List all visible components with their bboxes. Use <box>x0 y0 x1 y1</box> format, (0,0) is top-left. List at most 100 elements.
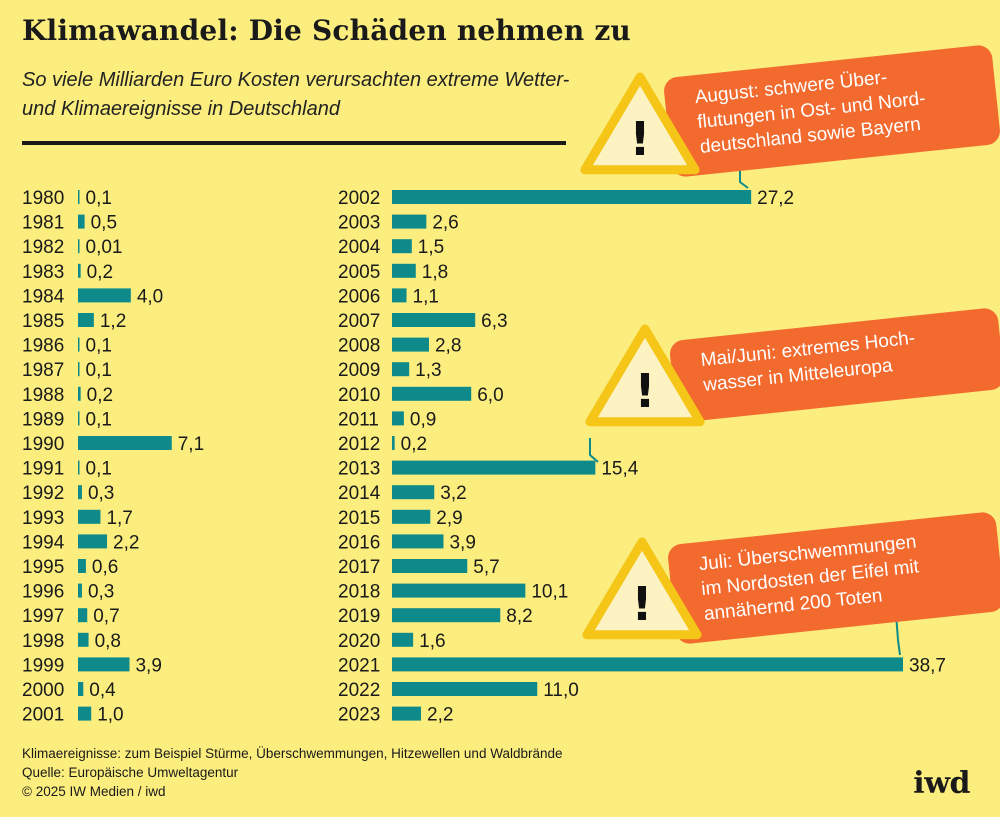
year-label: 1991 <box>22 459 64 480</box>
callout-box <box>668 512 1000 644</box>
bar-2012 <box>392 436 395 450</box>
bar-2009 <box>392 362 410 377</box>
bar-1991 <box>78 460 80 475</box>
value-label: 0,2 <box>87 385 113 406</box>
year-label: 2008 <box>338 336 380 357</box>
bar-1985 <box>78 313 94 327</box>
value-label: 0,9 <box>410 409 436 430</box>
bar-2020 <box>392 632 414 647</box>
year-label: 2018 <box>338 582 380 603</box>
bar-1988 <box>78 386 81 401</box>
value-label: 1,6 <box>419 631 445 652</box>
bar-2011 <box>392 411 404 426</box>
year-label: 1999 <box>22 655 64 676</box>
value-label: 1,0 <box>97 705 123 726</box>
value-label: 0,1 <box>86 459 112 480</box>
year-label: 1990 <box>22 434 64 455</box>
value-label: 0,4 <box>89 680 116 701</box>
year-label: 2010 <box>338 385 380 406</box>
bar-2016 <box>392 534 444 549</box>
bar-2001 <box>78 706 92 721</box>
year-label: 2011 <box>338 409 379 430</box>
bar-2013 <box>392 460 596 475</box>
year-label: 1987 <box>22 360 64 381</box>
bar-1995 <box>78 559 86 573</box>
year-label: 2007 <box>338 311 380 332</box>
footer-source: Quelle: Europäische Umweltagentur <box>22 765 239 780</box>
bar-1982 <box>78 239 80 254</box>
bar-1998 <box>78 632 89 647</box>
year-label: 2003 <box>338 213 380 234</box>
footer: Klimaereignisse: zum Beispiel Stürme, Üb… <box>22 744 563 801</box>
bar-1981 <box>78 214 85 229</box>
bar-2006 <box>392 288 407 303</box>
value-label: 1,2 <box>100 311 126 332</box>
value-label: 0,1 <box>86 409 112 430</box>
callout-box <box>670 308 1000 422</box>
value-label: 0,1 <box>86 360 112 381</box>
year-label: 2016 <box>338 532 380 553</box>
value-label: 0,2 <box>87 262 113 283</box>
year-label: 2015 <box>338 508 380 529</box>
value-label: 6,3 <box>481 311 507 332</box>
year-label: 2014 <box>338 483 381 504</box>
bar-2023 <box>392 706 422 721</box>
bar-2000 <box>78 682 84 696</box>
year-label: 1985 <box>22 311 64 332</box>
value-label: 15,4 <box>601 459 638 480</box>
bar-2015 <box>392 509 431 524</box>
year-label: 2022 <box>338 680 380 701</box>
callout-2002: August: schwere Über-flutungen in Ost- u… <box>580 45 1000 189</box>
bar-1989 <box>78 411 80 426</box>
bar-1992 <box>78 485 82 500</box>
year-label: 2001 <box>22 705 64 726</box>
bar-2008 <box>392 337 429 352</box>
value-label: 3,9 <box>449 532 475 553</box>
bar-2002 <box>392 190 752 204</box>
value-label: 0,1 <box>86 336 112 357</box>
page-title: Klimawandel: Die Schäden nehmen zu <box>22 14 631 47</box>
value-label: 2,2 <box>427 705 453 726</box>
year-label: 2005 <box>338 262 380 283</box>
value-label: 2,6 <box>432 213 458 234</box>
bar-1997 <box>78 608 88 623</box>
year-label: 2006 <box>338 286 380 307</box>
year-label: 2013 <box>338 459 380 480</box>
year-label: 1984 <box>22 286 65 307</box>
year-label: 2012 <box>338 434 380 455</box>
bar-2014 <box>392 485 435 500</box>
value-label: 7,1 <box>178 434 204 455</box>
value-label: 2,2 <box>113 532 139 553</box>
year-label: 1993 <box>22 508 64 529</box>
year-label: 2004 <box>338 237 381 258</box>
value-label: 5,7 <box>473 557 499 578</box>
value-label: 3,9 <box>135 655 161 676</box>
bar-1996 <box>78 583 82 598</box>
value-label: 2,8 <box>435 336 461 357</box>
value-label: 38,7 <box>909 655 946 676</box>
year-label: 1980 <box>22 188 64 209</box>
year-label: 2017 <box>338 557 380 578</box>
year-label: 2009 <box>338 360 380 381</box>
bar-1987 <box>78 362 80 377</box>
callout-box <box>664 45 1000 177</box>
value-label: 1,5 <box>418 237 444 258</box>
value-label: 8,2 <box>506 606 532 627</box>
iwd-logo: iwd <box>913 766 970 801</box>
year-label: 2020 <box>338 631 380 652</box>
bar-1990 <box>78 436 172 450</box>
bar-2019 <box>392 608 501 623</box>
footer-copyright: © 2025 IW Medien / iwd <box>22 784 166 799</box>
year-label: 1996 <box>22 582 64 603</box>
year-label: 1983 <box>22 262 64 283</box>
warning-icon <box>585 324 705 427</box>
year-label: 2002 <box>338 188 380 209</box>
title-divider <box>22 141 566 145</box>
year-label: 1988 <box>22 385 64 406</box>
year-label: 2021 <box>338 655 380 676</box>
value-label: 4,0 <box>137 286 163 307</box>
bar-2021 <box>392 657 903 672</box>
callout-leader <box>589 438 599 463</box>
exclamation-icon: ! <box>635 364 656 418</box>
